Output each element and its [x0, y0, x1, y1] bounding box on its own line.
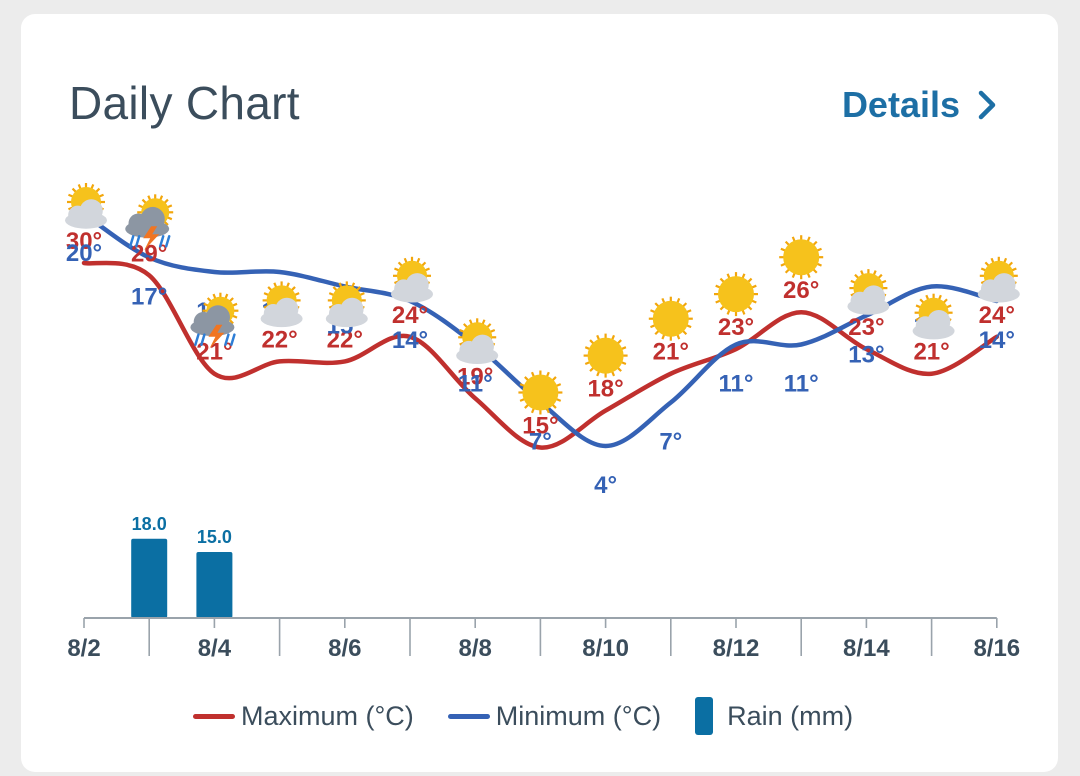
min-temp-label: 11°: [719, 371, 754, 398]
cloud-puff: [340, 297, 364, 321]
details-label: Details: [841, 84, 960, 125]
max-temp-label: 21°: [913, 339, 949, 366]
rain-drop: [230, 333, 236, 346]
min-temp-label: 11°: [784, 371, 819, 398]
min-temp-label: 13°: [848, 342, 884, 369]
x-tick-label: 8/12: [713, 635, 760, 662]
legend-rain-label: Rain (mm): [727, 700, 854, 731]
sun-disc: [587, 337, 624, 374]
rain-drop: [164, 235, 171, 248]
min-temp-label: 7°: [659, 429, 682, 456]
min-temp-label: 4°: [594, 472, 617, 499]
rain-bar: [196, 552, 233, 618]
cloud-puff: [862, 285, 886, 309]
lightning-bolt: [143, 226, 160, 251]
x-tick-label: 8/6: [328, 635, 361, 662]
legend-rain-swatch: [695, 697, 714, 735]
max-temp-label: 15°: [522, 413, 558, 440]
sun-disc: [783, 239, 820, 276]
rain-bar: [131, 538, 168, 618]
rain-drop: [128, 235, 135, 248]
rain-drop: [200, 333, 206, 346]
cloud-puff: [205, 305, 230, 330]
x-tick-label: 8/4: [198, 635, 232, 662]
legend-item-minimum: Minimum (°C): [447, 700, 662, 732]
min-temp-label: 14°: [392, 327, 428, 354]
sun-icon: [518, 370, 563, 415]
thunderstorm-sun-icon: [125, 194, 174, 251]
rain-drop: [224, 333, 230, 346]
min-temp-label: 11°: [458, 371, 493, 398]
thunderstorm-sun-icon: [190, 292, 239, 349]
sun-behind-cloud-icon: [912, 293, 955, 340]
legend-item-maximum: Maximum (°C): [193, 701, 414, 732]
chevron-right-icon: [978, 90, 996, 120]
max-temp-label: 22°: [261, 326, 297, 353]
maximum-temperature-line: [81, 260, 1000, 450]
chart-legend: Maximum (°C) Minimum (°C) Rain (mm): [193, 697, 887, 735]
max-temp-label: 30°: [66, 228, 102, 255]
sun-disc: [652, 300, 689, 337]
max-temp-label: 26°: [783, 277, 819, 304]
legend-minimum-swatch: [447, 713, 490, 719]
legend-maximum-swatch: [193, 713, 235, 719]
max-temp-label: 23°: [848, 314, 884, 341]
x-tick-label: 8/16: [973, 635, 1020, 662]
rain-bar-label: 15.0: [197, 527, 232, 547]
x-tick-label: 8/14: [843, 635, 890, 662]
sun-icon: [714, 272, 758, 317]
x-tick-label: 8/10: [582, 635, 629, 662]
cloud-puff: [992, 273, 1016, 297]
x-tick-label: 8/2: [67, 635, 100, 662]
max-temp-label: 19°: [457, 363, 493, 390]
max-temp-label: 18°: [587, 376, 623, 403]
min-temp-label: 20°: [66, 240, 102, 267]
legend-item-rain: Rain (mm): [695, 697, 853, 735]
min-temp-label: 17°: [131, 284, 167, 311]
rain-drop: [134, 235, 141, 248]
legend-minimum-label: Minimum (°C): [495, 700, 662, 731]
sun-disc: [522, 374, 559, 411]
sun-icon: [779, 235, 824, 280]
sun-behind-cloud-icon: [65, 183, 107, 229]
x-tick-label: 8/8: [459, 635, 492, 662]
sun-behind-cloud-icon: [260, 281, 303, 328]
min-temp-label: 7°: [529, 429, 552, 456]
card-title: Daily Chart: [69, 77, 300, 129]
rain-drop: [158, 235, 165, 248]
cloud-puff: [79, 199, 103, 223]
max-temp-label: 24°: [979, 302, 1015, 329]
rain-drop: [194, 333, 200, 346]
sun-icon: [583, 333, 628, 378]
cloud-puff: [140, 206, 165, 232]
cloud-puff: [470, 334, 495, 358]
cloud-puff: [275, 297, 299, 321]
min-temp-label: 14°: [979, 327, 1015, 354]
sun-behind-cloud-icon: [847, 269, 890, 315]
max-temp-label: 23°: [718, 314, 754, 341]
sun-behind-cloud-icon: [391, 256, 433, 303]
legend-maximum-label: Maximum (°C): [241, 700, 414, 731]
sun-behind-cloud-icon: [456, 318, 499, 364]
rain-bar-label: 18.0: [132, 514, 167, 534]
sun-disc: [718, 276, 754, 313]
lightning-bolt: [208, 324, 225, 349]
max-temp-label: 24°: [392, 302, 428, 329]
details-link[interactable]: Details: [842, 84, 996, 126]
sun-icon: [648, 296, 693, 341]
cloud-puff: [405, 273, 429, 297]
max-temp-label: 22°: [327, 326, 363, 353]
sun-behind-cloud-icon: [977, 256, 1020, 303]
sun-behind-cloud-icon: [325, 281, 368, 328]
max-temp-label: 21°: [653, 339, 689, 366]
cloud-puff: [927, 310, 951, 334]
